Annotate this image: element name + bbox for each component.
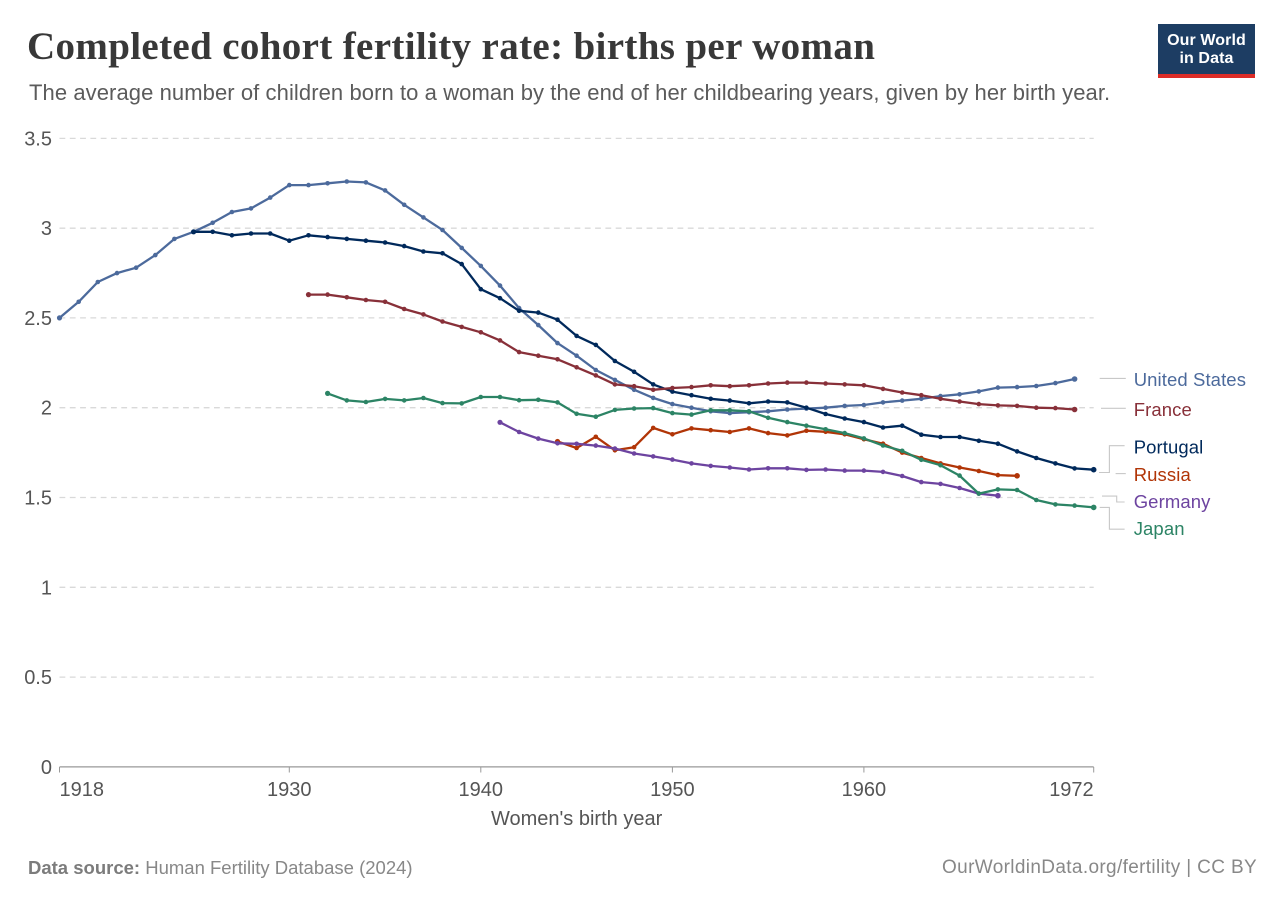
svg-text:Japan: Japan	[1134, 518, 1185, 539]
svg-text:1972: 1972	[1049, 779, 1094, 801]
svg-text:3: 3	[41, 218, 52, 240]
svg-text:Portugal: Portugal	[1134, 437, 1204, 458]
svg-text:2: 2	[41, 398, 52, 420]
svg-text:0.5: 0.5	[24, 667, 52, 689]
svg-text:1: 1	[41, 577, 52, 599]
svg-text:0: 0	[41, 757, 52, 779]
svg-text:France: France	[1134, 399, 1192, 420]
svg-text:Women's birth year: Women's birth year	[491, 808, 663, 830]
svg-text:1.5: 1.5	[24, 488, 52, 510]
svg-text:Russia: Russia	[1134, 464, 1192, 485]
svg-text:United States: United States	[1134, 369, 1246, 390]
svg-text:1940: 1940	[459, 779, 504, 801]
svg-text:2.5: 2.5	[24, 308, 52, 330]
svg-text:3.5: 3.5	[24, 128, 52, 150]
svg-text:1960: 1960	[842, 779, 887, 801]
svg-text:1950: 1950	[650, 779, 695, 801]
svg-text:1918: 1918	[60, 779, 105, 801]
svg-text:1930: 1930	[267, 779, 312, 801]
svg-text:Germany: Germany	[1134, 491, 1211, 512]
